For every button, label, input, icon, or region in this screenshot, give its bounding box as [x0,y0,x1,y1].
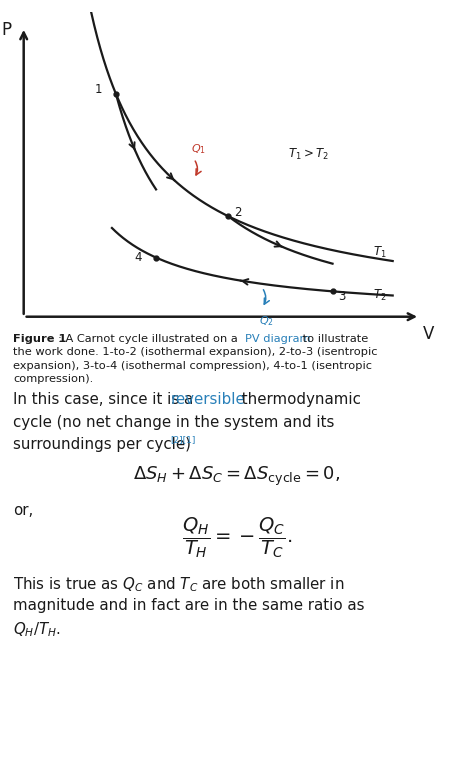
Text: V: V [423,325,434,343]
Text: cycle (no net change in the system and its: cycle (no net change in the system and i… [13,414,334,429]
Text: Figure 1: Figure 1 [13,334,66,343]
Text: compression).: compression). [13,374,93,384]
Text: $Q_1$: $Q_1$ [191,142,206,156]
Text: 3: 3 [338,290,346,303]
Text: 2: 2 [234,206,242,219]
Text: $\Delta S_H + \Delta S_C = \Delta S_\mathrm{cycle} = 0,$: $\Delta S_H + \Delta S_C = \Delta S_\mat… [133,465,341,489]
Text: thermodynamic: thermodynamic [237,392,361,407]
Text: $T_2$: $T_2$ [373,288,386,303]
Text: reversible: reversible [171,392,246,407]
Text: In this case, since it is a: In this case, since it is a [13,392,198,407]
Text: [2][1]: [2][1] [170,435,195,444]
Text: surroundings per cycle): surroundings per cycle) [13,437,191,452]
Text: $T_1 > T_2$: $T_1 > T_2$ [288,147,329,162]
Text: the work done. 1-to-2 (isothermal expansion), 2-to-3 (isentropic: the work done. 1-to-2 (isothermal expans… [13,347,377,357]
Text: P: P [1,21,11,39]
Text: This is true as $Q_C$ and $T_C$ are both smaller in: This is true as $Q_C$ and $T_C$ are both… [13,576,344,594]
Text: magnitude and in fact are in the same ratio as: magnitude and in fact are in the same ra… [13,597,365,613]
Text: $T_1$: $T_1$ [373,245,386,260]
Text: $Q_2$: $Q_2$ [259,314,273,328]
Text: PV diagram: PV diagram [245,334,310,343]
Text: 1: 1 [94,83,102,95]
Text: to illustrate: to illustrate [299,334,368,343]
Text: 4: 4 [135,251,142,264]
Text: expansion), 3-to-4 (isothermal compression), 4-to-1 (isentropic: expansion), 3-to-4 (isothermal compressi… [13,361,372,371]
Text: $\dfrac{Q_H}{T_H} = -\dfrac{Q_C}{T_C}.$: $\dfrac{Q_H}{T_H} = -\dfrac{Q_C}{T_C}.$ [182,515,292,560]
Text: : A Carnot cycle illustrated on a: : A Carnot cycle illustrated on a [58,334,241,343]
Text: or,: or, [13,503,33,518]
Text: $Q_H/T_H$.: $Q_H/T_H$. [13,620,61,639]
